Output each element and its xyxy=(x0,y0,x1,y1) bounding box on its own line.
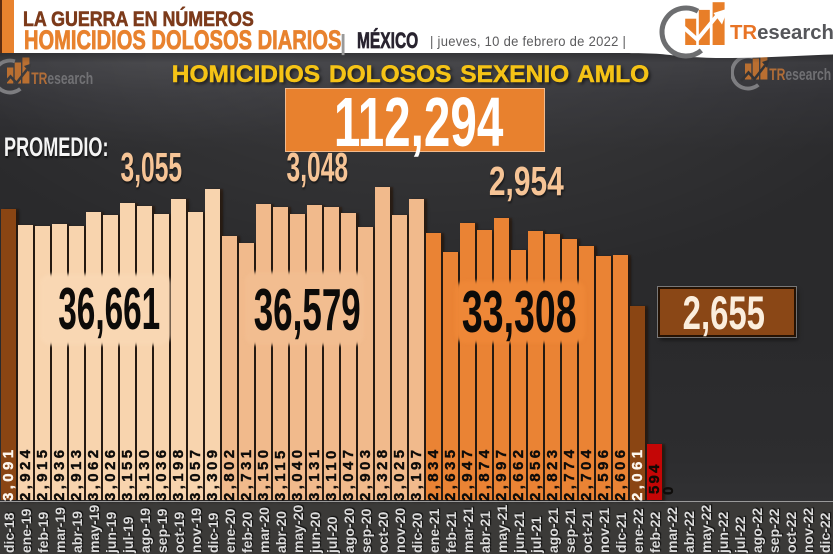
svg-text:TResearch: TResearch xyxy=(769,66,831,84)
svg-text:TResearch: TResearch xyxy=(730,21,833,44)
svg-text:TResearch: TResearch xyxy=(31,70,93,88)
